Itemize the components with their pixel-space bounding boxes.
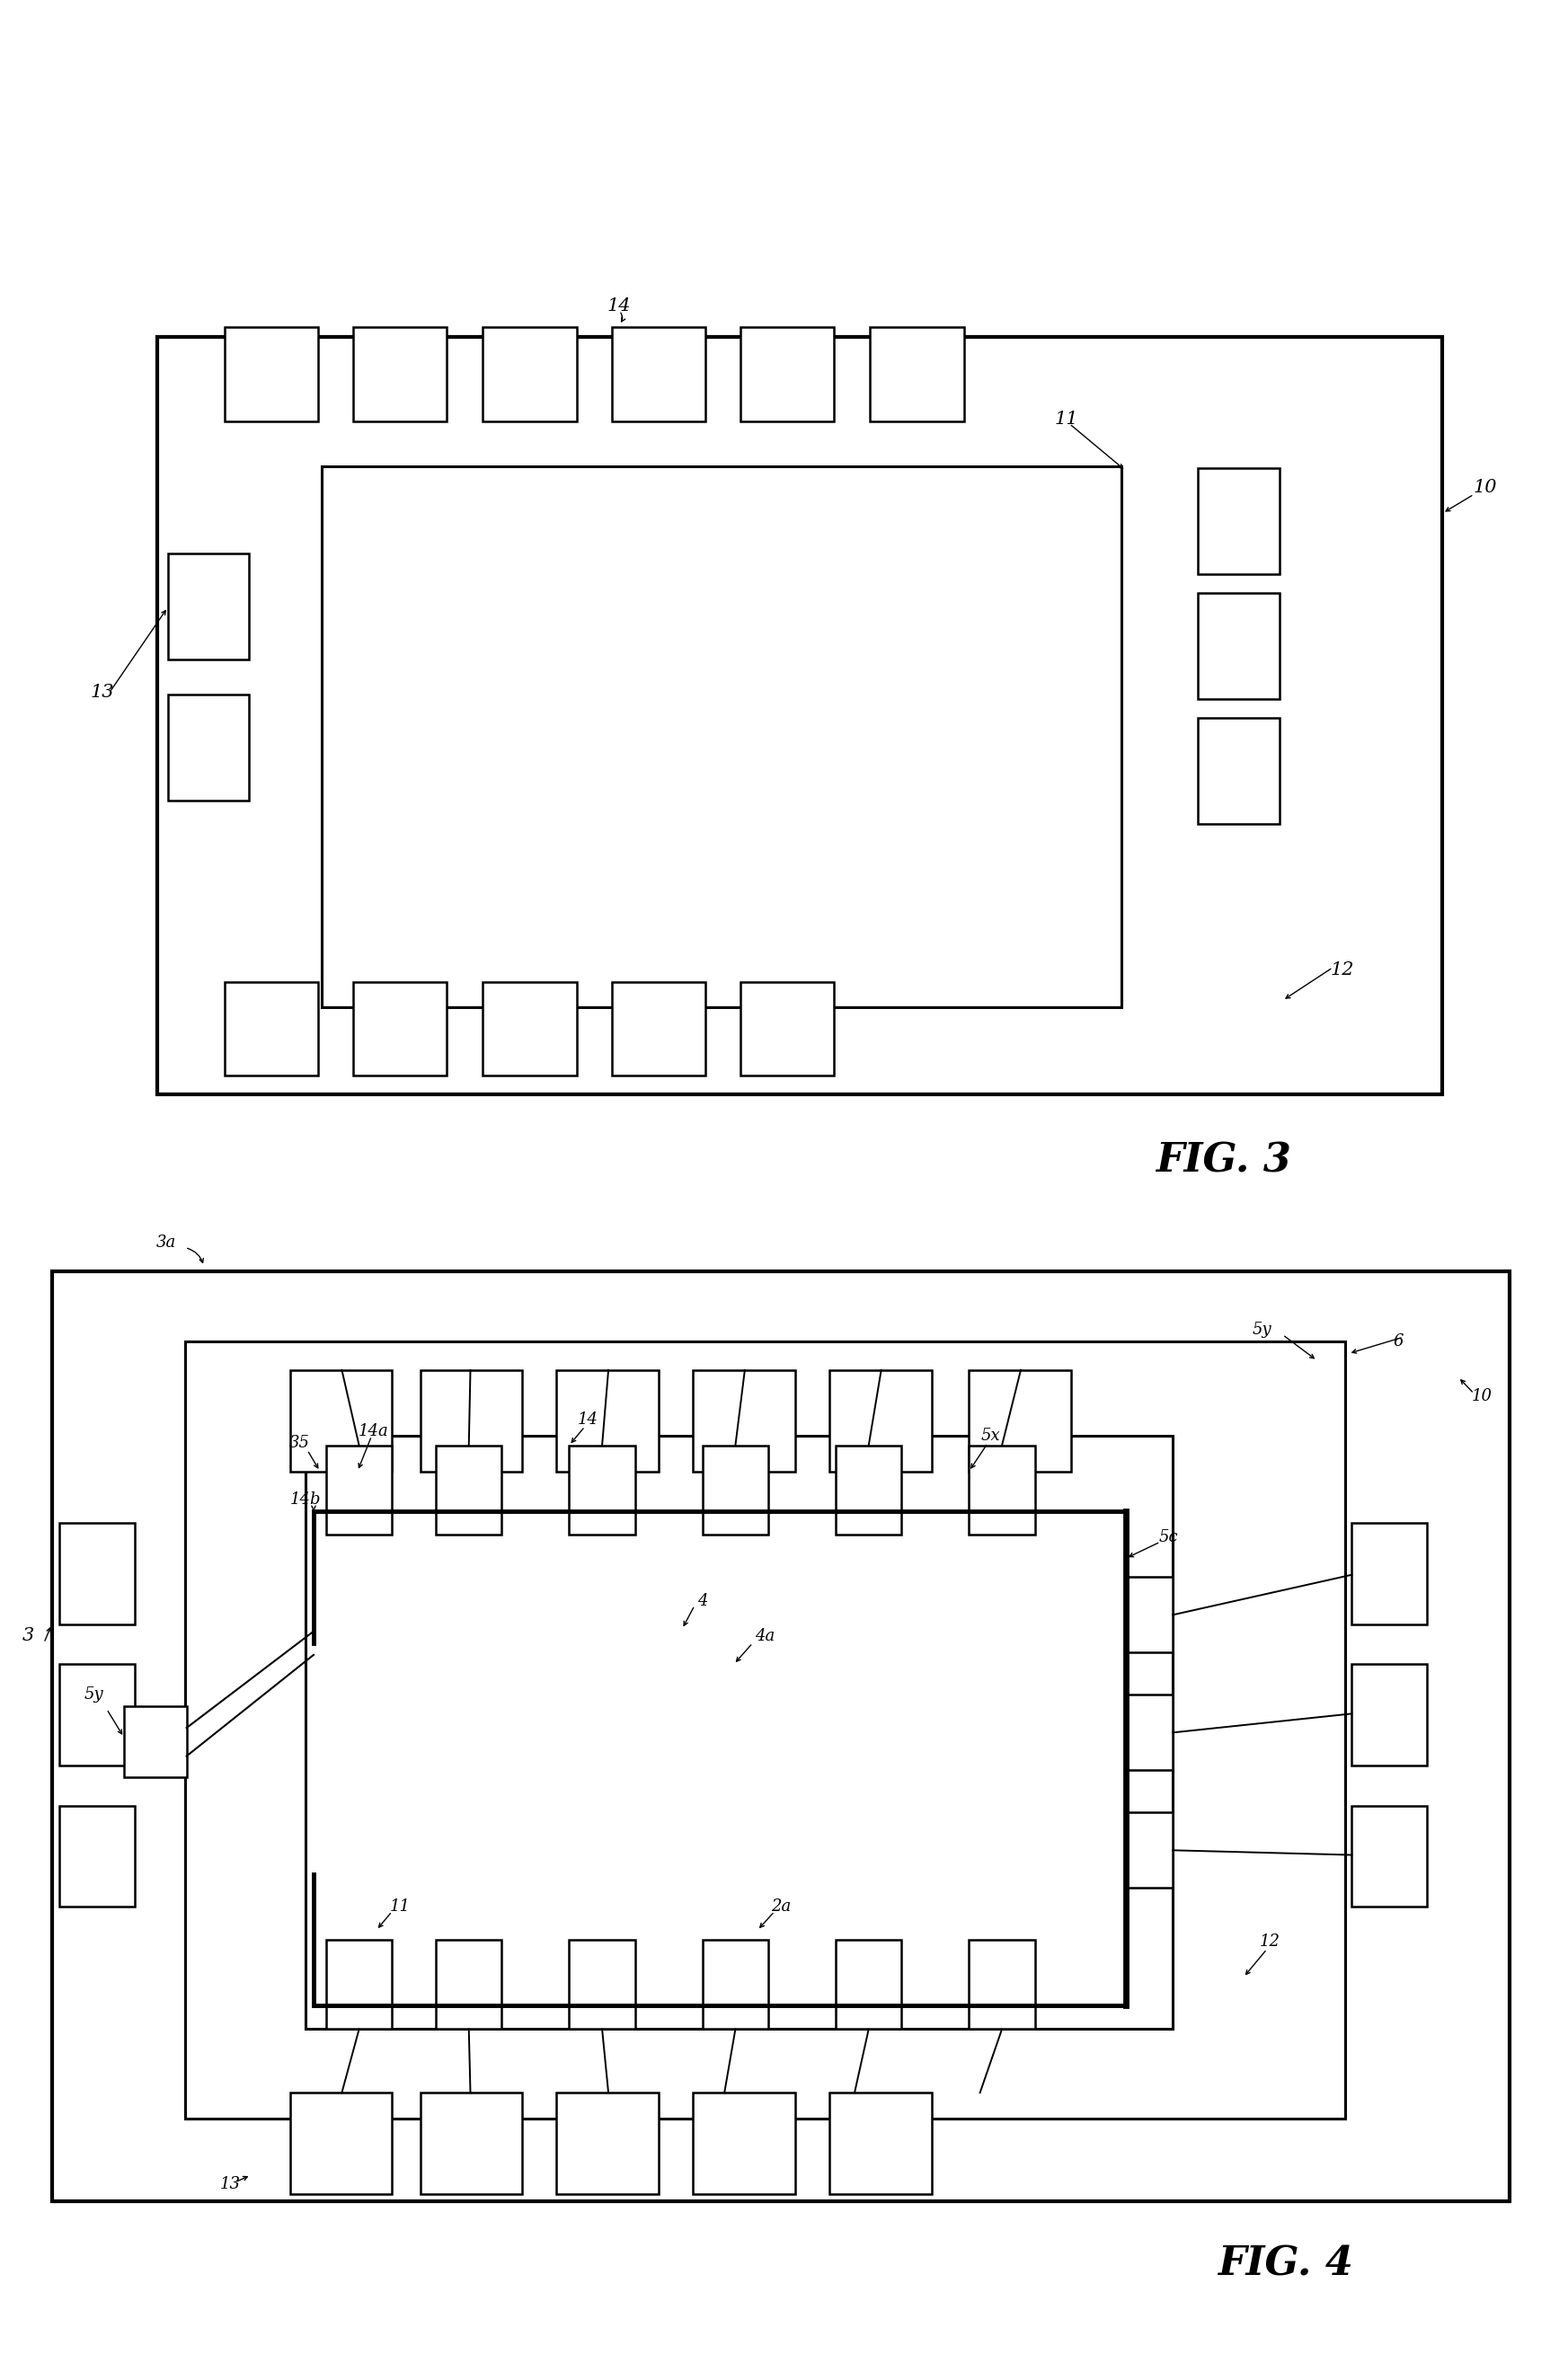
Bar bbox=[1126, 1695, 1173, 1770]
Text: 14: 14 bbox=[577, 1412, 599, 1427]
Bar bbox=[1126, 1813, 1173, 1888]
Bar bbox=[969, 1940, 1035, 2029]
Text: 12: 12 bbox=[1259, 1935, 1281, 1949]
Text: FIG. 3: FIG. 3 bbox=[1156, 1142, 1290, 1179]
Text: 14a: 14a bbox=[358, 1424, 389, 1438]
Bar bbox=[60, 1523, 135, 1624]
Bar bbox=[185, 1342, 1345, 2119]
Bar bbox=[157, 337, 1443, 1095]
Text: 11: 11 bbox=[1054, 410, 1079, 428]
Text: 35: 35 bbox=[289, 1436, 310, 1450]
Bar bbox=[353, 982, 447, 1076]
Text: 4a: 4a bbox=[756, 1629, 775, 1643]
Bar bbox=[969, 1370, 1071, 1471]
Text: 4: 4 bbox=[698, 1594, 707, 1608]
Text: 13: 13 bbox=[89, 683, 114, 701]
Bar bbox=[420, 2093, 522, 2194]
Bar bbox=[60, 1664, 135, 1766]
Bar bbox=[870, 327, 964, 421]
Bar bbox=[557, 2093, 659, 2194]
Bar bbox=[702, 1940, 768, 2029]
Text: 3a: 3a bbox=[157, 1236, 176, 1250]
Bar bbox=[483, 327, 577, 421]
Bar bbox=[224, 982, 318, 1076]
Bar bbox=[326, 1445, 392, 1535]
Bar bbox=[483, 982, 577, 1076]
Bar bbox=[420, 1370, 522, 1471]
Bar bbox=[702, 1445, 768, 1535]
Bar bbox=[969, 1445, 1035, 1535]
Text: 5c: 5c bbox=[1159, 1530, 1178, 1544]
Bar bbox=[52, 1271, 1510, 2201]
Text: 13: 13 bbox=[220, 2177, 241, 2192]
Bar bbox=[124, 1707, 187, 1777]
Bar bbox=[436, 1940, 502, 2029]
Bar bbox=[836, 1445, 902, 1535]
Bar bbox=[569, 1445, 635, 1535]
Bar bbox=[1198, 593, 1279, 699]
Bar bbox=[436, 1445, 502, 1535]
Bar bbox=[290, 2093, 392, 2194]
Bar bbox=[740, 982, 834, 1076]
Bar bbox=[829, 2093, 931, 2194]
Text: 2a: 2a bbox=[771, 1900, 790, 1914]
Bar bbox=[569, 1940, 635, 2029]
Text: 5x: 5x bbox=[982, 1429, 1000, 1443]
Text: FIG. 4: FIG. 4 bbox=[1218, 2246, 1353, 2283]
Text: 14b: 14b bbox=[290, 1492, 321, 1507]
Bar bbox=[1352, 1523, 1427, 1624]
Bar bbox=[829, 1370, 931, 1471]
Bar bbox=[353, 327, 447, 421]
Bar bbox=[168, 694, 249, 800]
Text: 5y: 5y bbox=[85, 1688, 103, 1702]
Text: 12: 12 bbox=[1330, 960, 1355, 979]
Bar bbox=[836, 1940, 902, 2029]
Text: 10: 10 bbox=[1471, 1389, 1493, 1403]
Text: 10: 10 bbox=[1472, 478, 1497, 497]
Text: 14: 14 bbox=[607, 297, 632, 315]
Text: 11: 11 bbox=[389, 1900, 411, 1914]
Text: 6: 6 bbox=[1394, 1335, 1403, 1349]
Bar bbox=[693, 2093, 795, 2194]
Bar bbox=[321, 466, 1121, 1008]
Text: 3: 3 bbox=[22, 1627, 34, 1645]
Bar bbox=[168, 553, 249, 659]
Bar bbox=[612, 327, 706, 421]
Bar bbox=[60, 1806, 135, 1907]
Text: 5y: 5y bbox=[1253, 1323, 1272, 1337]
Bar bbox=[1126, 1577, 1173, 1653]
Bar bbox=[1198, 468, 1279, 574]
Bar bbox=[224, 327, 318, 421]
Bar bbox=[306, 1436, 1173, 2029]
Bar bbox=[612, 982, 706, 1076]
Bar bbox=[1198, 718, 1279, 824]
Bar bbox=[740, 327, 834, 421]
Bar bbox=[290, 1370, 392, 1471]
Bar bbox=[1352, 1806, 1427, 1907]
Bar bbox=[693, 1370, 795, 1471]
Bar bbox=[1352, 1664, 1427, 1766]
Bar bbox=[557, 1370, 659, 1471]
Bar bbox=[326, 1940, 392, 2029]
